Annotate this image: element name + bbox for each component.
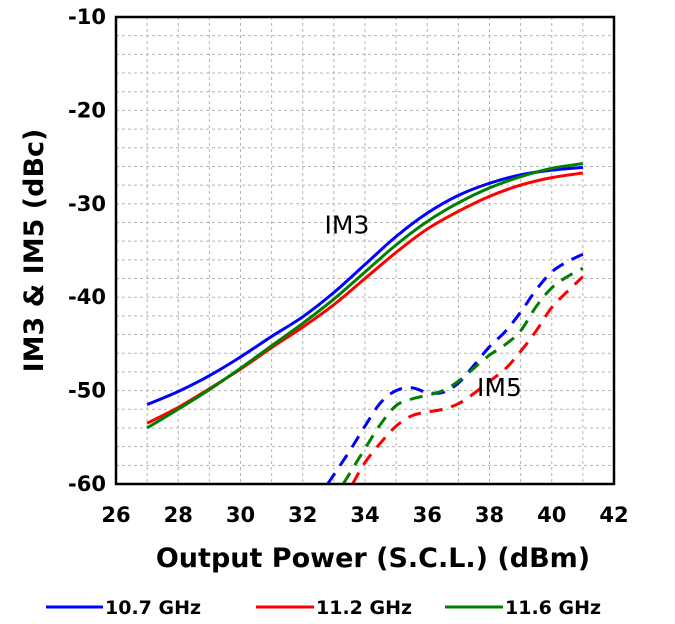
grid (116, 17, 614, 484)
legend-label-11-2-ghz: 11.2 GHz (316, 597, 412, 619)
annotation-im3: IM3 (325, 211, 370, 240)
plot-area-frame (114, 15, 616, 486)
y-tick-label: -60 (68, 472, 106, 496)
series-line-im3-11-6-ghz (146, 162, 584, 430)
x-tick-label: 32 (288, 503, 317, 527)
y-tick-label: -20 (68, 98, 106, 122)
x-tick-label: 38 (475, 503, 504, 527)
legend: 10.7 GHz 11.2 GHz 11.6 GHz (46, 597, 601, 619)
x-axis-title: Output Power (S.C.L.) (dBm) (156, 543, 590, 574)
annotation-im5: IM5 (477, 373, 522, 402)
series-line-im5-11-6-ghz (341, 266, 584, 485)
x-tick-label: 26 (101, 503, 130, 527)
y-tick-label: -50 (68, 379, 106, 403)
legend-label-10-7-ghz: 10.7 GHz (105, 597, 201, 619)
series-lines (146, 162, 584, 485)
x-tick-label: 40 (537, 503, 566, 527)
legend-label-11-6-ghz: 11.6 GHz (505, 597, 601, 619)
series-line-im3-10-7-ghz (146, 165, 584, 406)
series-line-im5-11-2-ghz (351, 275, 584, 485)
x-tick-label: 30 (226, 503, 255, 527)
x-tick-label: 28 (164, 503, 193, 527)
y-axis-title: IM3 & IM5 (dBc) (19, 129, 50, 373)
tick-labels: 26 28 30 32 34 36 38 40 42 -10 -20 -30 -40 -50 -60 (68, 5, 629, 527)
x-tick-label: 34 (350, 503, 379, 527)
x-tick-label: 36 (413, 503, 442, 527)
y-tick-label: -30 (68, 192, 106, 216)
y-tick-label: -10 (68, 5, 106, 29)
y-tick-label: -40 (68, 285, 106, 309)
x-tick-label: 42 (599, 503, 628, 527)
series-line-im5-10-7-ghz (326, 252, 584, 485)
